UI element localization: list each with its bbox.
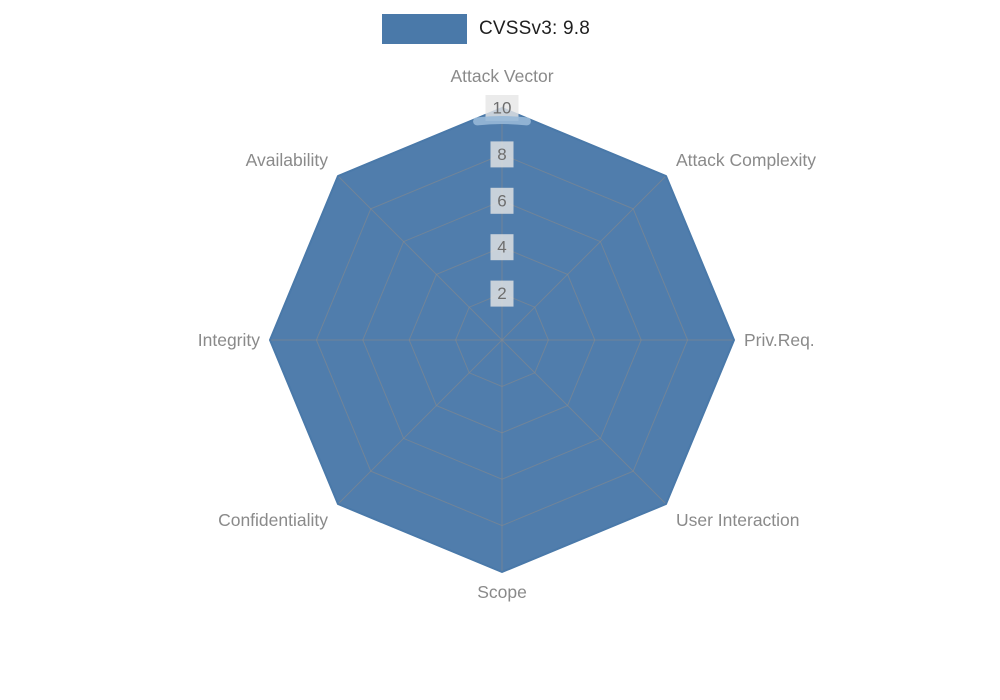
tick-label-box bbox=[490, 141, 514, 168]
grid-spoke bbox=[337, 175, 503, 341]
top-vertex-highlight-arc bbox=[473, 116, 531, 126]
series-outline bbox=[269, 107, 735, 573]
axis-label-confidentiality: Confidentiality bbox=[218, 510, 328, 530]
legend-label: CVSSv3: 9.8 bbox=[479, 18, 590, 39]
axis-label-availability: Availability bbox=[246, 150, 329, 170]
grid-spoke bbox=[501, 339, 667, 505]
tick-label: 6 bbox=[497, 191, 506, 210]
tick-label: 4 bbox=[497, 238, 506, 257]
axis-label-scope: Scope bbox=[477, 582, 527, 602]
axis-label-attack-complexity: Attack Complexity bbox=[676, 150, 816, 170]
axis-label-user-interaction: User Interaction bbox=[676, 510, 800, 530]
tick-label-box bbox=[490, 234, 514, 261]
axis-label-attack-vector: Attack Vector bbox=[450, 66, 553, 86]
axis-label-priv-req: Priv.Req. bbox=[744, 330, 815, 350]
tick-label-box bbox=[490, 280, 514, 307]
tick-label-box bbox=[490, 187, 514, 214]
tick-label: 8 bbox=[497, 145, 506, 164]
tick-label: 2 bbox=[497, 284, 506, 303]
tick-label: 10 bbox=[493, 99, 512, 118]
axis-label-integrity: Integrity bbox=[198, 330, 260, 350]
grid-spoke bbox=[337, 339, 503, 505]
legend-item-cvssv3[interactable]: CVSSv3: 9.8 bbox=[0, 14, 986, 44]
grid-spoke bbox=[501, 175, 667, 341]
legend-swatch bbox=[382, 14, 467, 44]
